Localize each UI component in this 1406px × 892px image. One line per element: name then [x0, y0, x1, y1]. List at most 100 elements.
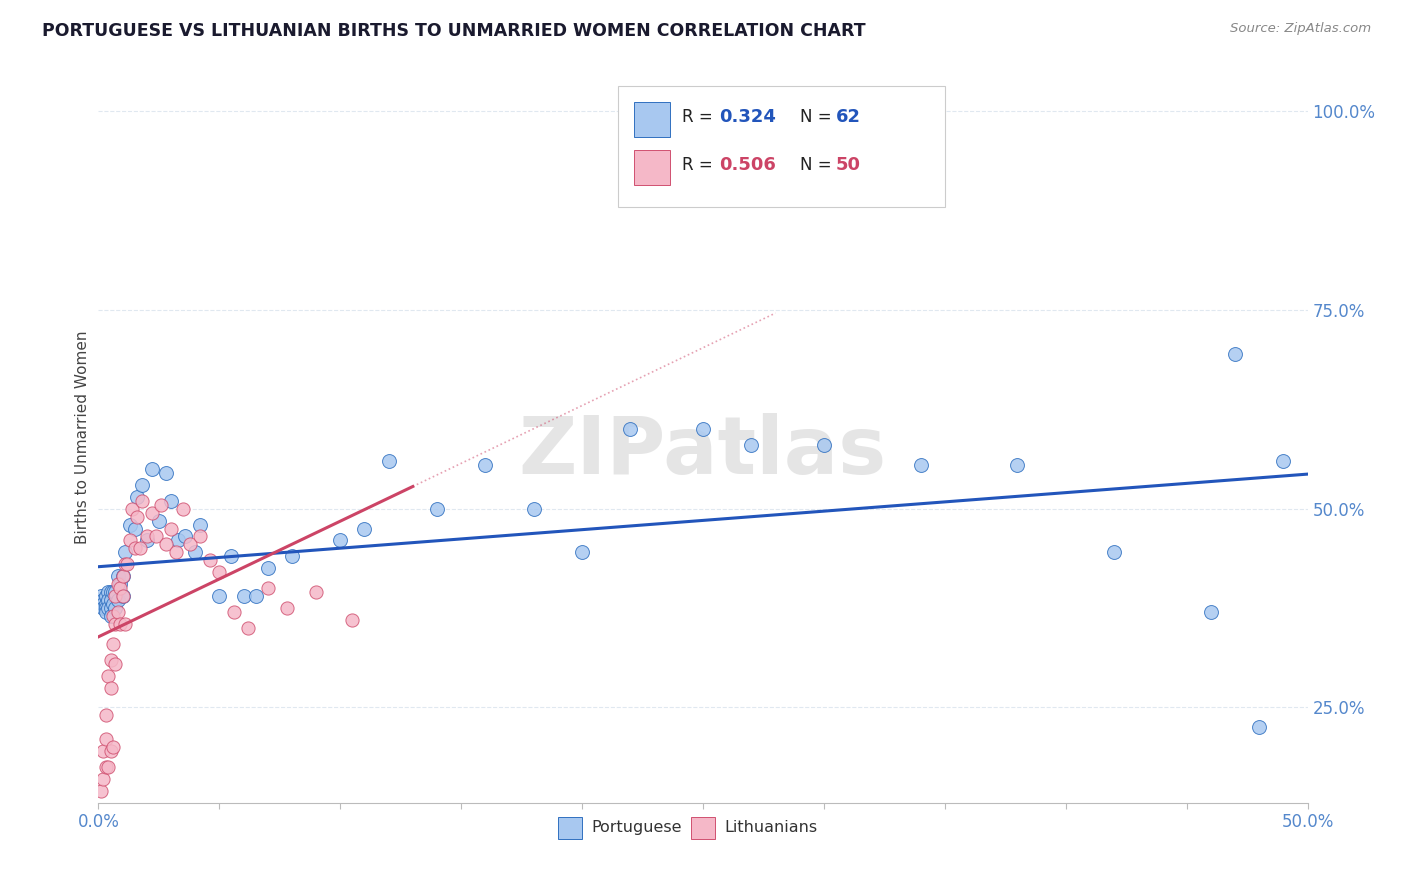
Point [619, 422, 641, 436]
Point [100, 601, 122, 615]
Point [108, 577, 131, 591]
Point [108, 581, 131, 595]
Point [97, 593, 120, 607]
Point [100, 744, 122, 758]
Point [104, 616, 127, 631]
Point [276, 601, 298, 615]
Point [101, 609, 124, 624]
Point [353, 521, 375, 535]
Point [145, 529, 167, 543]
Point [1199, 605, 1222, 619]
Point [148, 514, 170, 528]
Point [571, 545, 593, 559]
Point [1102, 545, 1125, 559]
Text: PORTUGUESE VS LITHUANIAN BIRTHS TO UNMARRIED WOMEN CORRELATION CHART: PORTUGUESE VS LITHUANIAN BIRTHS TO UNMAR… [42, 22, 866, 40]
Point [172, 501, 194, 516]
Point [97, 760, 120, 774]
Point [117, 558, 139, 572]
Point [107, 569, 129, 583]
Point [100, 593, 122, 607]
Point [90, 784, 112, 798]
Point [160, 493, 183, 508]
Text: 62: 62 [837, 109, 860, 127]
Point [128, 541, 150, 556]
Point [100, 653, 122, 667]
Point [1223, 346, 1246, 360]
Point [222, 605, 245, 619]
Point [91, 601, 114, 615]
Point [281, 549, 304, 564]
Point [118, 533, 141, 548]
Point [94, 732, 117, 747]
Point [111, 569, 134, 583]
Point [101, 597, 124, 611]
Point [94, 601, 117, 615]
Point [208, 589, 231, 603]
Point [208, 566, 231, 580]
Point [91, 772, 114, 786]
Point [94, 760, 117, 774]
Y-axis label: Births to Unmarried Women: Births to Unmarried Women [75, 330, 90, 544]
Point [160, 521, 183, 535]
Point [114, 545, 136, 559]
Point [256, 581, 278, 595]
Point [188, 529, 211, 543]
Point [377, 454, 399, 468]
Point [155, 466, 177, 480]
Point [94, 605, 117, 619]
Point [118, 517, 141, 532]
Text: 0.506: 0.506 [718, 156, 776, 174]
Point [342, 613, 364, 627]
Point [101, 637, 124, 651]
Point [426, 501, 449, 516]
Text: Portuguese: Portuguese [592, 820, 682, 835]
Point [91, 597, 114, 611]
Point [94, 708, 117, 723]
Point [101, 740, 124, 755]
Point [141, 462, 163, 476]
Point [104, 657, 127, 671]
Point [107, 577, 129, 591]
Point [474, 458, 496, 472]
Point [184, 545, 207, 559]
Point [124, 541, 146, 556]
Point [101, 585, 124, 599]
Point [111, 589, 134, 603]
Point [167, 533, 190, 548]
Point [131, 493, 153, 508]
Text: N =: N = [800, 156, 837, 174]
Point [238, 621, 260, 635]
Point [813, 438, 835, 452]
Point [135, 533, 157, 548]
Bar [690, 817, 716, 839]
Point [740, 438, 762, 452]
Point [91, 744, 114, 758]
Point [107, 605, 129, 619]
Bar [634, 102, 671, 137]
Text: 0.324: 0.324 [718, 109, 776, 127]
Point [232, 589, 254, 603]
Point [305, 585, 328, 599]
Text: R =: R = [682, 109, 718, 127]
Point [245, 589, 267, 603]
Point [165, 545, 187, 559]
Point [179, 537, 201, 551]
Point [329, 533, 352, 548]
Point [114, 558, 136, 572]
Point [523, 501, 546, 516]
Point [104, 601, 127, 615]
Point [91, 593, 114, 607]
Point [1249, 720, 1271, 734]
Point [114, 616, 136, 631]
Point [111, 589, 134, 603]
Point [256, 561, 278, 575]
Point [97, 585, 120, 599]
Point [127, 509, 149, 524]
Text: 50: 50 [837, 156, 860, 174]
Bar [558, 817, 582, 839]
Point [1007, 458, 1029, 472]
Point [90, 589, 112, 603]
Point [141, 506, 163, 520]
Point [1272, 454, 1295, 468]
Point [221, 549, 243, 564]
